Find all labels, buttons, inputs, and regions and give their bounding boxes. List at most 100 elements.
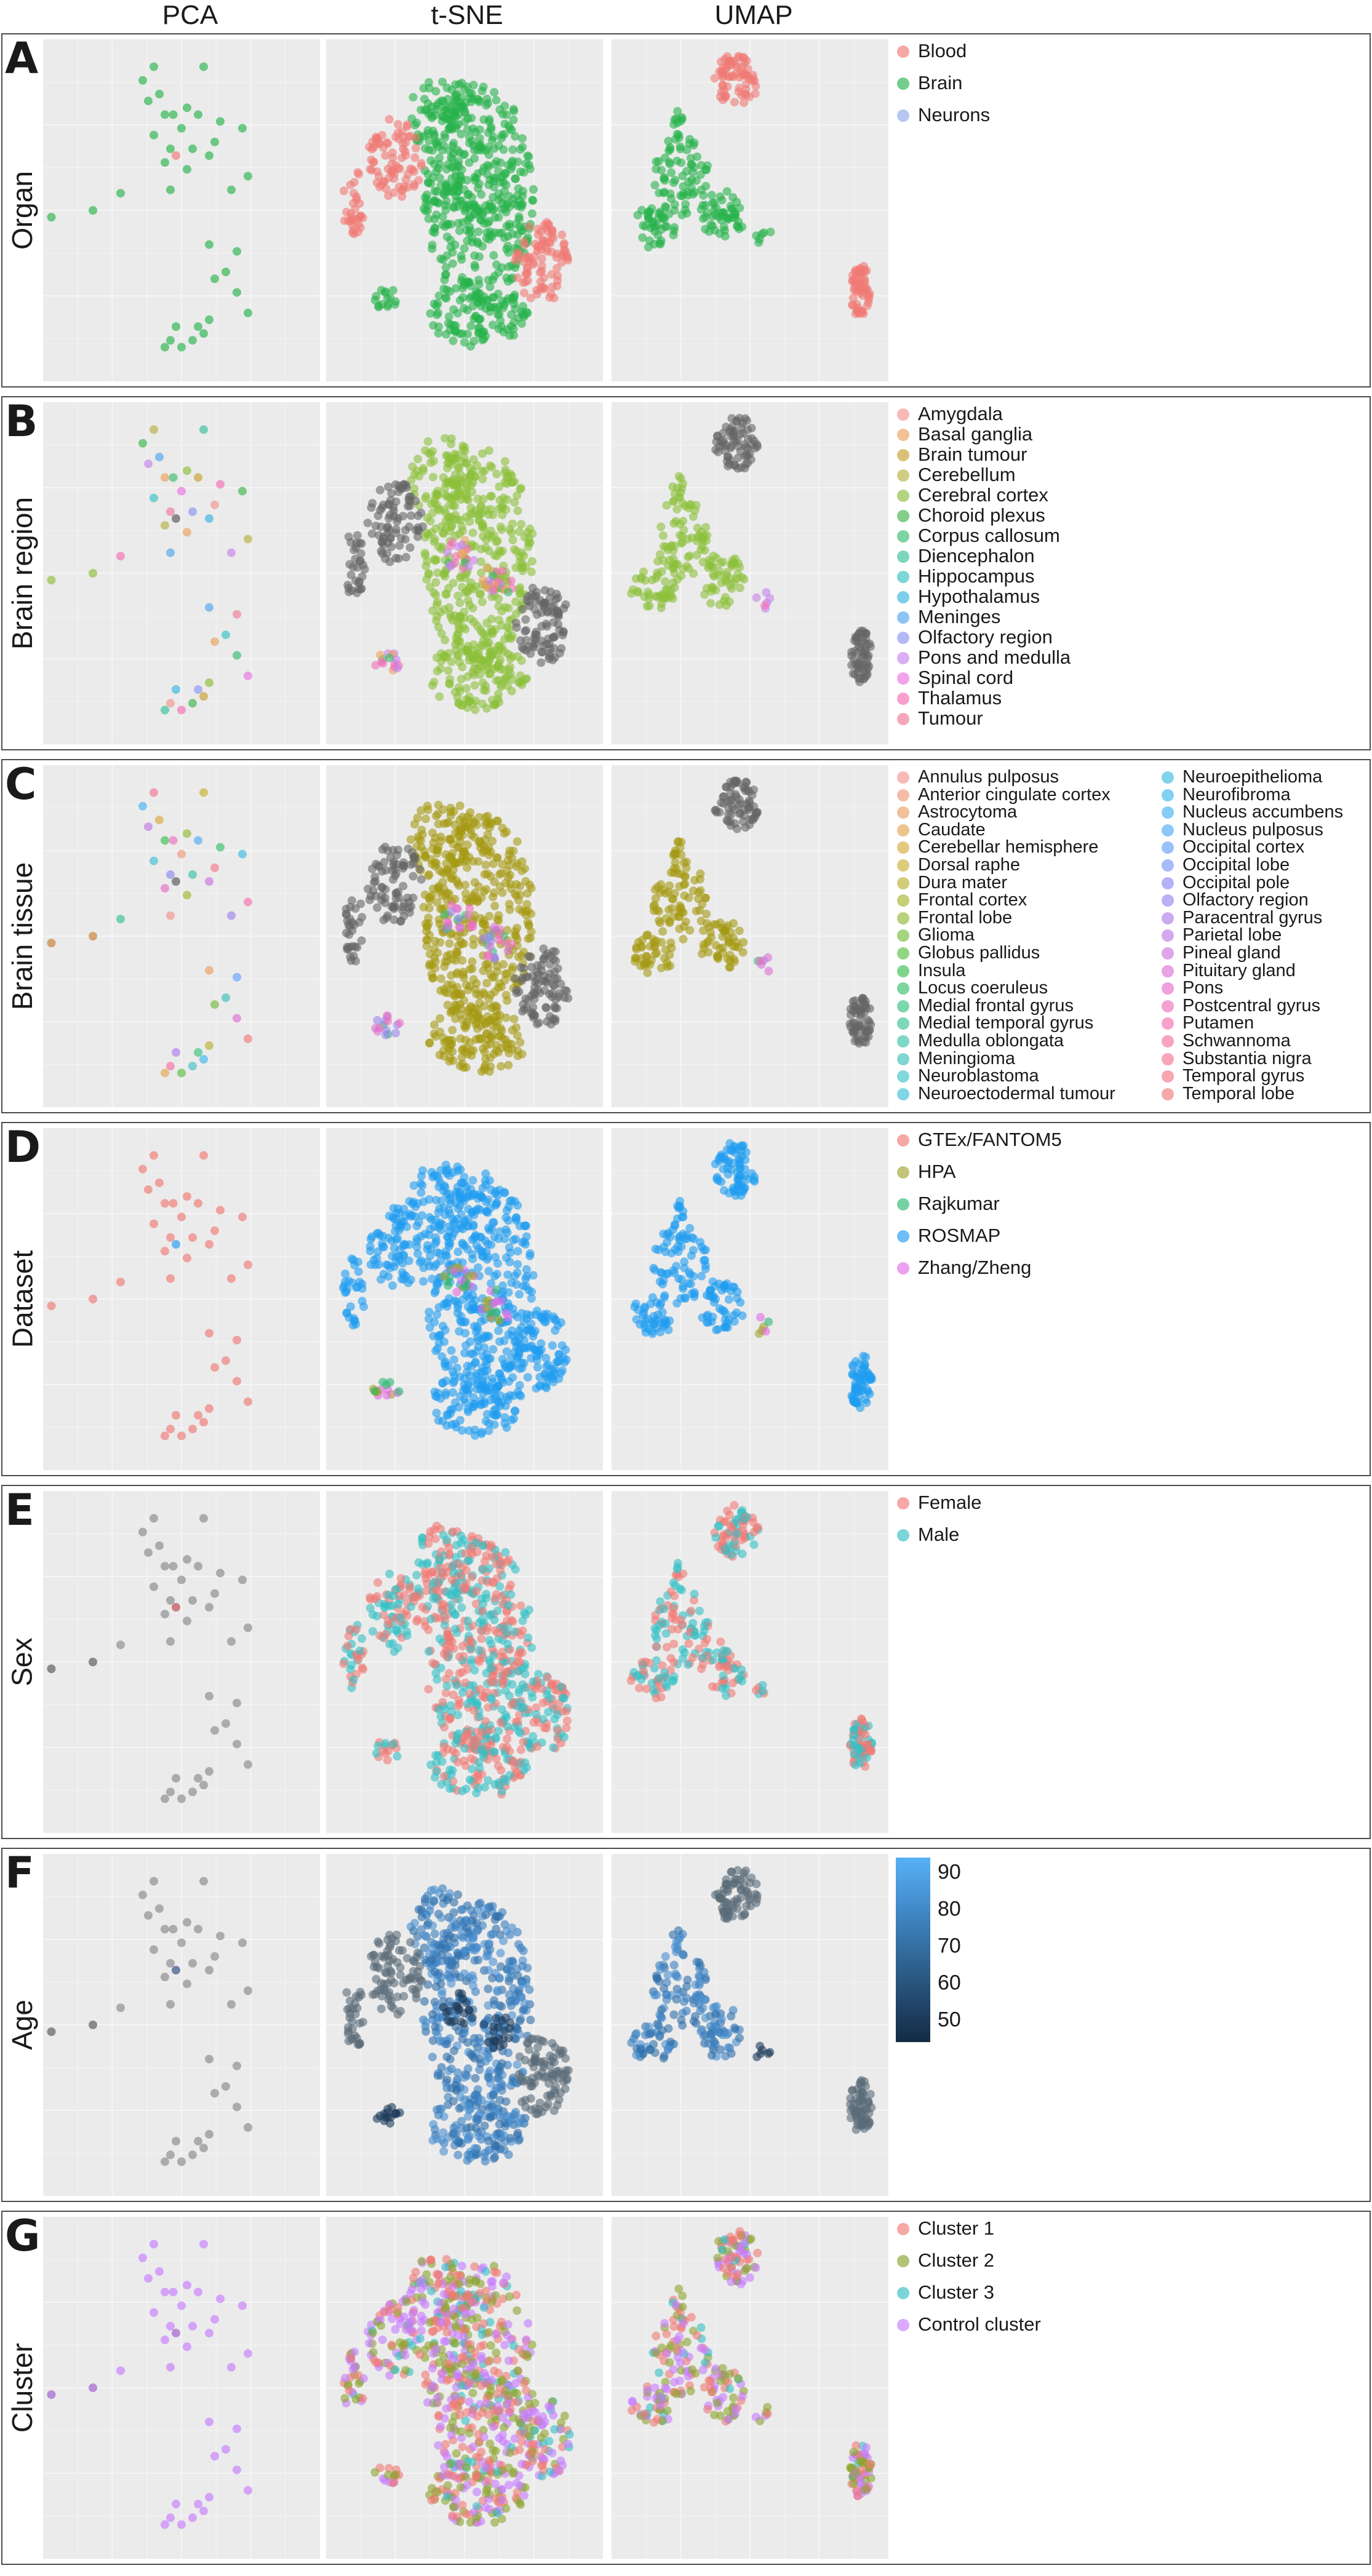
pca-point xyxy=(169,1199,178,1208)
tsne-point xyxy=(384,191,393,201)
tsne-point xyxy=(454,1402,463,1412)
legend-label: Globus pallidus xyxy=(918,943,1040,963)
umap-point xyxy=(716,1152,725,1161)
legend-dot-icon xyxy=(897,859,909,872)
pca-point xyxy=(205,1329,213,1338)
tsne-point xyxy=(379,1242,388,1252)
tsne-point xyxy=(370,1386,380,1396)
tsne-point xyxy=(433,1310,442,1319)
tsne-point xyxy=(440,869,449,878)
legend-label: Frontal cortex xyxy=(918,890,1027,910)
tsne-point xyxy=(438,878,447,886)
tsne-point xyxy=(389,1204,398,1213)
tsne-point xyxy=(435,1204,444,1213)
tsne-point xyxy=(413,511,423,520)
tsne-point xyxy=(422,528,431,538)
pca-point xyxy=(116,552,125,561)
tsne-point xyxy=(425,84,434,93)
tsne-point xyxy=(457,515,466,525)
umap-point xyxy=(672,504,682,514)
tsne-point xyxy=(373,1247,383,1256)
tsne-point xyxy=(395,541,404,550)
tsne-point xyxy=(406,835,415,844)
umap-point xyxy=(735,53,744,62)
tsne-point xyxy=(465,223,474,231)
tsne-point xyxy=(482,704,492,713)
umap-point xyxy=(658,927,668,936)
pca-point xyxy=(244,1760,252,1769)
pca-point xyxy=(144,822,153,832)
tsne-point xyxy=(541,619,551,629)
umap-point xyxy=(703,161,712,170)
tsne-point xyxy=(483,161,492,170)
tsne-point xyxy=(344,1276,353,1286)
pca-point xyxy=(233,610,241,619)
tsne-point xyxy=(517,520,526,529)
umap-point xyxy=(723,955,732,964)
tsne-point xyxy=(495,1397,503,1407)
tsne-point xyxy=(401,147,410,156)
umap-point xyxy=(638,1311,647,1319)
tsne-point xyxy=(445,1209,455,1218)
umap-point xyxy=(694,888,703,897)
umap-point xyxy=(699,926,708,935)
legend-label: Schwannoma xyxy=(1183,1031,1291,1051)
tsne-point xyxy=(456,937,465,946)
tsne-plot xyxy=(326,39,603,381)
tsne-point xyxy=(375,139,384,148)
legend-dot-icon xyxy=(1162,947,1174,960)
pca-point xyxy=(183,103,191,113)
umap-point xyxy=(675,924,684,934)
tsne-point xyxy=(423,1245,432,1254)
umap-point xyxy=(711,445,720,455)
tsne-point xyxy=(396,1220,405,1229)
tsne-point xyxy=(489,251,498,260)
tsne-point xyxy=(471,1359,480,1368)
umap-point xyxy=(698,542,707,551)
tsne-point xyxy=(562,1355,571,1364)
tsne-point xyxy=(463,1049,472,1059)
pca-point xyxy=(188,699,197,708)
umap-point xyxy=(687,1233,696,1242)
row-letter: C xyxy=(5,759,37,809)
tsne-point xyxy=(499,145,508,154)
umap-point xyxy=(709,563,718,572)
tsne-point xyxy=(513,273,522,282)
tsne-point xyxy=(483,830,492,839)
tsne-point xyxy=(513,1247,522,1256)
legend-label: Medial frontal gyrus xyxy=(918,995,1074,1016)
tsne-point xyxy=(395,1019,404,1028)
tsne-point xyxy=(373,1016,382,1025)
tsne-point xyxy=(472,1346,481,1356)
tsne-point xyxy=(410,820,419,829)
tsne-point xyxy=(539,944,548,953)
tsne-point xyxy=(485,175,495,185)
tsne-point xyxy=(488,1030,497,1040)
tsne-point xyxy=(489,1218,497,1227)
tsne-point xyxy=(474,882,483,891)
umap-point xyxy=(676,142,685,151)
tsne-point xyxy=(399,858,408,867)
legend-label: Amygdala xyxy=(918,403,1003,424)
umap-point xyxy=(853,307,862,316)
umap-point xyxy=(679,525,688,535)
tsne-point xyxy=(521,1222,530,1230)
legend-label: GTEx/FANTOM5 xyxy=(918,1129,1062,1150)
legend-dot-icon xyxy=(897,652,909,664)
tsne-point xyxy=(494,936,503,945)
tsne-point xyxy=(468,478,477,487)
pca-point xyxy=(188,336,197,345)
tsne-point xyxy=(434,622,443,632)
tsne-point xyxy=(429,537,439,546)
umap-point xyxy=(663,962,672,971)
tsne-point xyxy=(399,132,408,141)
tsne-point xyxy=(497,1373,506,1382)
tsne-point xyxy=(473,461,482,470)
tsne-point xyxy=(460,847,469,856)
pca-point xyxy=(238,124,247,133)
tsne-point xyxy=(504,161,513,170)
pca-point xyxy=(244,308,252,317)
tsne-point xyxy=(357,936,366,945)
pca-point xyxy=(177,706,186,715)
pca-point xyxy=(161,884,169,893)
